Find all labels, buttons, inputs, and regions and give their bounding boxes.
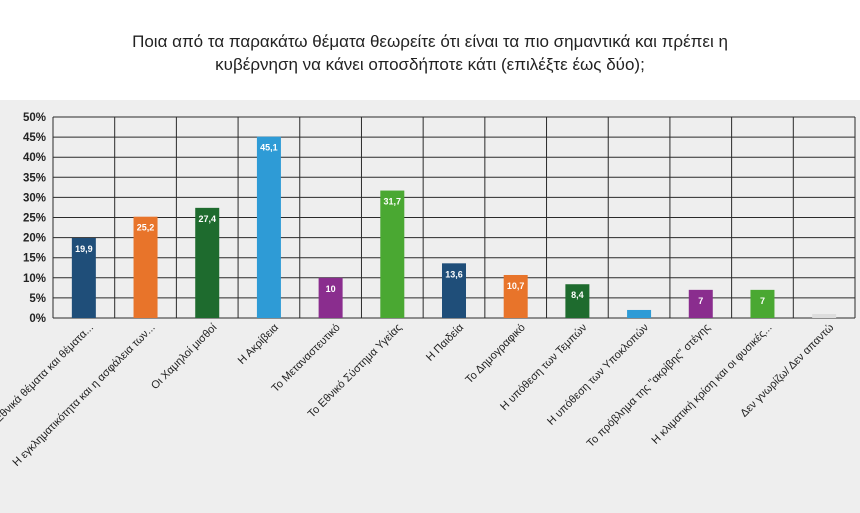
x-tick-label: Η Παιδεία	[424, 321, 467, 364]
bar-value-label: 8,4	[571, 290, 584, 300]
y-tick-label: 50%	[23, 112, 46, 124]
x-tick-label: Το πρόβλημα της "ακρίβης" στέγης	[585, 322, 713, 450]
y-tick-label: 30%	[23, 192, 46, 204]
chart-panel: 0% 5% 10% 15% 20% 25% 30% 35% 40% 45% 50% 19,9 Εθνικ…	[0, 100, 860, 513]
y-tick-label: 25%	[23, 213, 46, 225]
x-tick-label: Η Ακρίβεια	[236, 321, 282, 367]
bar	[318, 277, 343, 318]
x-tick-label: Εθνικά θέματα και θέματα...	[0, 322, 96, 425]
bar-value-label: 10,7	[507, 281, 525, 291]
chart-title-line-2: κυβέρνηση να κάνει οποσδήποτε κάτι (επιλ…	[215, 55, 645, 74]
bar-value-label: 27,4	[198, 214, 216, 224]
bar	[565, 284, 590, 318]
bar	[750, 289, 775, 318]
bar	[380, 190, 405, 318]
bar	[627, 309, 652, 318]
bar-value-label: 25,2	[137, 223, 155, 233]
y-tick-label: 15%	[23, 253, 46, 265]
y-tick-label: 20%	[23, 233, 46, 245]
chart-title: Ποια από τα παρακάτω θέματα θεωρείτε ότι…	[0, 30, 860, 76]
bar-value-label: 10	[326, 284, 336, 294]
x-tick-label: Οι Χαμηλοί μισθοί	[149, 321, 220, 392]
bar-value-label: 19,9	[75, 244, 93, 254]
bar	[503, 274, 528, 318]
y-tick-label: 40%	[23, 152, 46, 164]
bar-value-label: 45,1	[260, 143, 278, 153]
bar	[133, 216, 158, 318]
x-tick-label: Το Δημογραφικό	[463, 322, 527, 386]
bar-value-label: 7	[760, 296, 765, 306]
y-tick-label: 10%	[23, 273, 46, 285]
y-tick-label: 0%	[29, 313, 46, 325]
x-tick-label: Η κλιματική κρίση και οι φυσικές...	[650, 322, 775, 447]
bar	[256, 136, 281, 318]
chart-title-line-1: Ποια από τα παρακάτω θέματα θεωρείτε ότι…	[132, 32, 728, 51]
bar-value-label: 31,7	[384, 197, 402, 207]
y-tick-label: 35%	[23, 172, 46, 184]
bar	[688, 289, 713, 318]
y-tick-label: 5%	[29, 293, 46, 305]
bar	[812, 313, 837, 318]
x-tick-label: Η εγκληματικότητα και η ασφάλεια των...	[10, 322, 157, 469]
x-tick-label: Το Μεταναστευτικό	[270, 322, 343, 395]
x-tick-label: Η υπόθεση των Υποκλοπών	[545, 321, 651, 427]
bar	[195, 207, 220, 318]
y-tick-label: 45%	[23, 132, 46, 144]
bar	[71, 238, 96, 318]
bar-value-label: 7	[698, 296, 703, 306]
bar-value-label: 13,6	[445, 269, 463, 279]
bar	[442, 263, 466, 318]
bar-chart: 0% 5% 10% 15% 20% 25% 30% 35% 40% 45% 50% 19,9 Εθνικ…	[0, 112, 856, 469]
